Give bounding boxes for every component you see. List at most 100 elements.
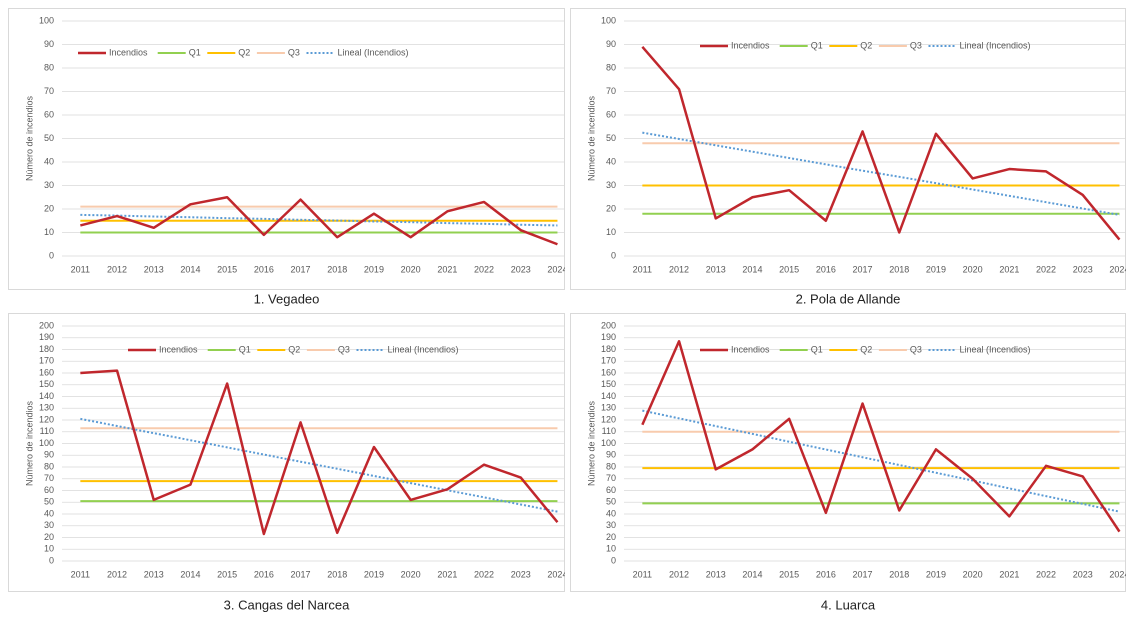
y-tick-label: 80 xyxy=(44,461,54,471)
x-tick-label: 2018 xyxy=(889,569,909,579)
y-tick-label: 50 xyxy=(44,497,54,507)
legend-label: Incendios xyxy=(731,344,770,354)
x-tick-label: 2012 xyxy=(669,264,689,274)
legend-label: Q1 xyxy=(189,47,201,57)
panel-frame xyxy=(8,313,565,592)
y-tick-label: 60 xyxy=(44,109,54,119)
y-tick-label: 70 xyxy=(606,86,616,96)
x-tick-label: 2016 xyxy=(816,569,836,579)
x-tick-label: 2016 xyxy=(816,264,836,274)
x-tick-label: 2016 xyxy=(254,264,274,274)
y-tick-label: 140 xyxy=(601,391,616,401)
y-tick-label: 130 xyxy=(39,403,54,413)
x-tick-label: 2011 xyxy=(633,569,652,579)
chart-panel: 0102030405060708090100110120130140150160… xyxy=(570,313,1126,592)
y-tick-label: 40 xyxy=(44,508,54,518)
x-tick-label: 2021 xyxy=(999,569,1019,579)
x-tick-label: 2019 xyxy=(926,264,946,274)
y-tick-label: 120 xyxy=(39,414,54,424)
y-tick-label: 160 xyxy=(601,367,616,377)
x-tick-label: 2014 xyxy=(180,264,200,274)
y-tick-label: 140 xyxy=(39,391,54,401)
y-tick-label: 90 xyxy=(606,39,616,49)
x-tick-label: 2019 xyxy=(926,569,946,579)
caption: 2. Pola de Allande xyxy=(796,291,901,306)
x-tick-label: 2017 xyxy=(291,569,311,579)
legend-label: Lineal (Incendios) xyxy=(960,344,1031,354)
y-tick-label: 40 xyxy=(606,156,616,166)
y-tick-label: 80 xyxy=(606,62,616,72)
legend-label: Q2 xyxy=(288,344,300,354)
legend-label: Incendios xyxy=(159,344,198,354)
legend-label: Lineal (Incendios) xyxy=(388,344,459,354)
x-tick-label: 2013 xyxy=(706,569,726,579)
y-tick-label: 200 xyxy=(39,320,54,330)
x-tick-label: 2024 xyxy=(547,264,567,274)
x-tick-label: 2015 xyxy=(217,264,237,274)
y-tick-label: 180 xyxy=(39,344,54,354)
y-tick-label: 40 xyxy=(606,508,616,518)
x-tick-label: 2017 xyxy=(853,264,873,274)
x-tick-label: 2015 xyxy=(217,569,237,579)
x-tick-label: 2021 xyxy=(437,264,457,274)
chart-panel: 0102030405060708090100110120130140150160… xyxy=(8,313,565,592)
legend-label: Q3 xyxy=(910,40,922,50)
legend-label: Q1 xyxy=(239,344,251,354)
legend-label: Lineal (Incendios) xyxy=(960,40,1031,50)
chart-panel: 0 10 20 30 40 50 60 70 80 90 100 2011 2012 2013 2014 20… xyxy=(8,8,567,290)
y-tick-label: 70 xyxy=(44,86,54,96)
y-tick-label: 120 xyxy=(601,414,616,424)
x-tick-label: 2013 xyxy=(706,264,726,274)
x-tick-label: 2011 xyxy=(71,569,90,579)
x-tick-label: 2016 xyxy=(254,569,274,579)
y-tick-label: 190 xyxy=(601,332,616,342)
y-tick-label: 70 xyxy=(44,473,54,483)
y-tick-label: 100 xyxy=(39,15,54,25)
y-tick-label: 10 xyxy=(44,227,54,237)
y-tick-label: 100 xyxy=(39,438,54,448)
legend-label: Q2 xyxy=(238,47,250,57)
x-tick-label: 2023 xyxy=(511,569,531,579)
x-tick-label: 2023 xyxy=(511,264,531,274)
x-tick-label: 2015 xyxy=(779,569,799,579)
legend-label: Q1 xyxy=(811,40,823,50)
x-tick-label: 2022 xyxy=(1036,569,1056,579)
x-tick-label: 2022 xyxy=(474,264,494,274)
series-line xyxy=(642,409,1120,513)
y-tick-label: 60 xyxy=(44,485,54,495)
y-tick-label: 20 xyxy=(606,203,616,213)
x-tick-label: 2017 xyxy=(853,569,873,579)
panel-frame xyxy=(570,313,1126,592)
y-axis-title: Número de incendios xyxy=(24,400,34,486)
y-tick-label: 110 xyxy=(40,426,54,436)
series-line xyxy=(641,46,1121,241)
x-tick-label: 2018 xyxy=(327,264,347,274)
y-tick-label: 160 xyxy=(39,367,54,377)
y-tick-label: 50 xyxy=(606,133,616,143)
y-tick-label: 10 xyxy=(606,544,616,554)
caption: 1. Vegadeo xyxy=(254,291,320,306)
legend-label: Q2 xyxy=(860,40,872,50)
y-tick-label: 10 xyxy=(44,544,54,554)
x-tick-label: 2024 xyxy=(1109,569,1126,579)
x-tick-label: 2018 xyxy=(327,569,347,579)
y-tick-label: 20 xyxy=(44,532,54,542)
y-tick-label: 150 xyxy=(601,379,616,389)
x-tick-label: 2018 xyxy=(889,264,909,274)
x-tick-label: 2020 xyxy=(963,569,983,579)
x-tick-label: 2023 xyxy=(1073,569,1093,579)
series-line xyxy=(80,417,558,513)
y-tick-label: 130 xyxy=(601,403,616,413)
series-line xyxy=(642,131,1120,216)
x-tick-label: 2020 xyxy=(401,569,421,579)
legend-label: Incendios xyxy=(731,40,770,50)
y-tick-label: 0 xyxy=(611,250,616,260)
caption: 3. Cangas del Narcea xyxy=(224,597,351,612)
x-tick-label: 2012 xyxy=(107,569,127,579)
y-tick-label: 30 xyxy=(44,180,54,190)
chart-panel: 0 10 20 30 40 50 60 70 80 90 100 2011 2012 2013 2014 20… xyxy=(570,8,1126,290)
y-tick-label: 110 xyxy=(602,426,616,436)
y-tick-label: 20 xyxy=(44,203,54,213)
y-tick-label: 190 xyxy=(39,332,54,342)
legend-label: Q1 xyxy=(811,344,823,354)
